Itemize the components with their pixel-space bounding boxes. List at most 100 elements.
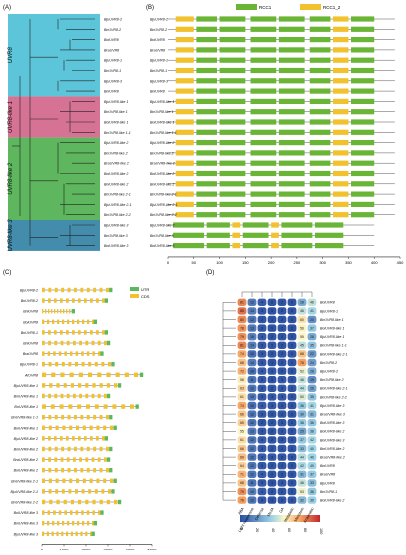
heatmap-value: 2	[271, 421, 273, 425]
gene-cds	[67, 468, 71, 473]
gene-utr	[117, 499, 122, 505]
heatmap-value: 37	[300, 438, 304, 442]
gene-cds	[72, 330, 75, 335]
heatmap-cell	[257, 462, 267, 470]
heatmap-cell	[297, 376, 307, 384]
heatmap-cell	[277, 487, 287, 496]
heatmap-cell	[267, 333, 277, 341]
heatmap-row-label: BnUVR8-like 1	[320, 318, 344, 322]
heatmap-value: 14	[250, 344, 254, 348]
heatmap-value: 40	[310, 464, 314, 468]
domain-rcc1	[219, 26, 246, 32]
heatmap-cell	[257, 479, 267, 487]
protein-label: BjuUVR8-like 1	[150, 100, 174, 104]
heatmap-value: 61	[240, 395, 244, 399]
heatmap-row-label: BniUVR8-like 2-1	[320, 352, 348, 356]
gene-utr	[111, 489, 115, 494]
heatmap-cell	[237, 419, 247, 427]
heatmap-value: 3	[261, 481, 263, 485]
heatmap-cell	[297, 427, 307, 435]
gene-cds	[124, 372, 129, 377]
heatmap-value: 2	[291, 387, 293, 391]
gene-cds	[106, 468, 109, 473]
panel-a-tree: UVR8 UVR8-like 1 UVR8-like 2 UVR8-like 3 Bju…	[8, 14, 132, 251]
heatmap-cell	[277, 324, 287, 332]
gene-label: BjuUVR8-like 3	[14, 532, 38, 536]
heatmap-value: 2	[291, 344, 293, 348]
heatmap-value: 1	[271, 378, 273, 382]
tip-label: BolUVR8-like 2	[104, 172, 128, 176]
heatmap-column-label: Metabolic	[283, 507, 295, 523]
gene-cds	[61, 415, 65, 420]
heatmap-cell	[277, 350, 287, 358]
domain-rcc1	[196, 119, 217, 125]
tip-label: BolUVR8-like 3	[104, 244, 128, 248]
heatmap-value: 3	[281, 421, 283, 425]
heatmap-value: 68	[240, 361, 244, 365]
heatmap-cell	[257, 307, 267, 315]
domain-rcc1	[278, 37, 305, 43]
heatmap-cell	[257, 315, 267, 324]
gene-cds	[104, 340, 107, 346]
heatmap-cell	[287, 401, 297, 410]
heatmap-value: 14	[250, 361, 254, 365]
gene-label: BnUVR8-1	[21, 331, 38, 335]
gene-cds	[57, 319, 60, 324]
heatmap-value: 2	[291, 301, 293, 305]
domain-rcc1	[278, 67, 305, 74]
heatmap-value: 22	[310, 352, 314, 356]
gene-cds	[61, 489, 65, 494]
heatmap-value: 2	[281, 335, 283, 339]
heatmap-cell	[237, 487, 247, 496]
heatmap-value: 4	[261, 455, 263, 459]
gene-cds	[68, 404, 73, 409]
heatmap-value: 2	[291, 421, 293, 425]
domain-rcc1	[351, 98, 375, 104]
gene-cds	[75, 351, 79, 356]
heatmap-cell	[237, 376, 247, 384]
heatmap-row-label: BniUVR8-like 3	[320, 438, 344, 442]
heatmap-value: 36	[300, 404, 304, 408]
gene-cds	[63, 383, 67, 388]
heatmap-value: 76	[240, 498, 244, 502]
heatmap-cell	[237, 496, 247, 504]
gene-cds	[42, 351, 45, 356]
heatmap-value: 33	[310, 481, 314, 485]
gene-cds	[80, 287, 84, 293]
domain-rcc1	[351, 160, 375, 166]
heatmap-value: 12	[250, 438, 254, 442]
gene-cds	[69, 425, 73, 430]
heatmap-cell	[277, 462, 287, 470]
gene-cds	[53, 510, 56, 515]
domain-rcc1	[278, 201, 305, 207]
heatmap-value: 12	[250, 387, 254, 391]
heatmap-value: 2	[281, 352, 283, 356]
gene-cds	[97, 372, 102, 377]
gene-cds	[80, 415, 84, 420]
gene-cds	[87, 319, 90, 324]
heatmap-cell	[267, 427, 277, 435]
domain-rcc1-2	[332, 150, 349, 156]
domain-rcc1-2	[175, 150, 194, 156]
heatmap-value: 58	[240, 378, 244, 382]
heatmap-cell	[267, 444, 277, 453]
domain-rcc1	[351, 26, 375, 32]
heatmap-value: 3	[261, 412, 263, 416]
heatmap-cell	[287, 470, 297, 478]
domain-rcc1-2	[332, 26, 349, 32]
gene-cds	[61, 287, 65, 293]
domain-rcc1	[309, 26, 331, 32]
axis-tick-label: 50	[192, 260, 197, 265]
domain-rcc1	[173, 243, 205, 249]
heatmap-cell	[267, 341, 277, 349]
gene-cds	[72, 436, 75, 441]
gene-cds	[57, 521, 60, 526]
heatmap-value: 85	[240, 309, 244, 313]
axis-tick-label: 450	[397, 260, 404, 265]
domain-rcc1	[206, 232, 230, 238]
gene-cds	[89, 425, 93, 430]
gene-label: BolUVR8	[23, 320, 38, 324]
gene-utr	[139, 372, 144, 377]
heatmap-cell	[267, 384, 277, 392]
gene-cds	[47, 521, 50, 526]
